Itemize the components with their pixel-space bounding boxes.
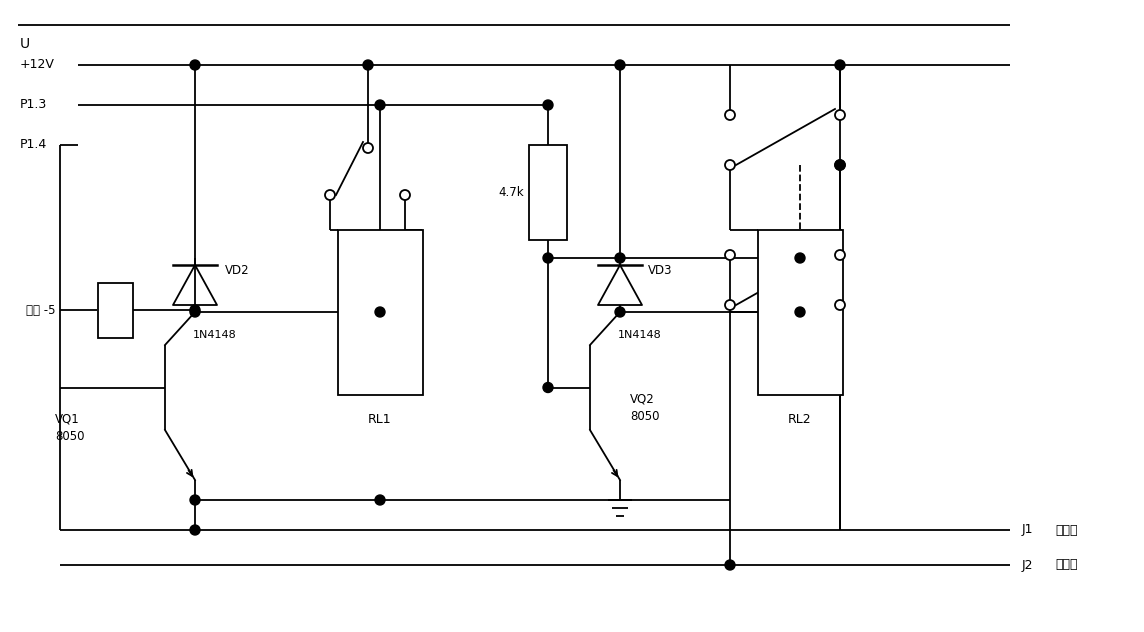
Circle shape [725,250,734,260]
Circle shape [835,300,845,310]
Circle shape [363,60,373,70]
Circle shape [615,60,625,70]
Circle shape [615,307,625,317]
Text: J1: J1 [1022,523,1033,537]
Bar [337,230,422,395]
Circle shape [375,307,386,317]
Text: 8050: 8050 [55,430,85,442]
Text: VQ1: VQ1 [55,413,80,425]
Circle shape [190,307,200,317]
Circle shape [190,305,200,315]
Text: 半导体: 半导体 [1055,523,1078,537]
Circle shape [835,60,845,70]
Text: VD2: VD2 [225,264,249,277]
Circle shape [543,100,553,110]
Text: 制冷片: 制冷片 [1055,559,1078,571]
Text: RL1: RL1 [368,413,391,426]
Circle shape [725,300,734,310]
Text: J2: J2 [1022,559,1033,571]
Text: 1N4148: 1N4148 [618,330,661,340]
Circle shape [375,495,386,505]
Circle shape [725,160,734,170]
Bar [529,145,567,240]
Text: RL2: RL2 [788,413,812,426]
Circle shape [190,60,200,70]
Text: P1.4: P1.4 [19,138,47,152]
Bar [97,283,133,337]
Bar [757,230,842,395]
Circle shape [795,307,805,317]
Circle shape [325,190,335,200]
Circle shape [835,160,845,170]
Circle shape [190,525,200,535]
Text: VQ2: VQ2 [630,392,654,406]
Circle shape [725,110,734,120]
Text: 4.7k: 4.7k [498,186,524,199]
Circle shape [725,560,734,570]
Text: P1.3: P1.3 [19,99,47,111]
Circle shape [375,100,386,110]
Circle shape [400,190,410,200]
Circle shape [543,382,553,392]
Circle shape [363,143,373,153]
Text: 8050: 8050 [630,410,659,423]
Circle shape [543,253,553,263]
Text: VD3: VD3 [648,264,673,277]
Text: U: U [19,37,30,51]
Circle shape [835,160,845,170]
Circle shape [835,250,845,260]
Circle shape [795,253,805,263]
Text: 1N4148: 1N4148 [193,330,237,340]
Text: +12V: +12V [19,59,55,71]
Circle shape [190,495,200,505]
Text: 电阱 -5: 电阱 -5 [25,303,55,317]
Circle shape [615,253,625,263]
Circle shape [835,110,845,120]
